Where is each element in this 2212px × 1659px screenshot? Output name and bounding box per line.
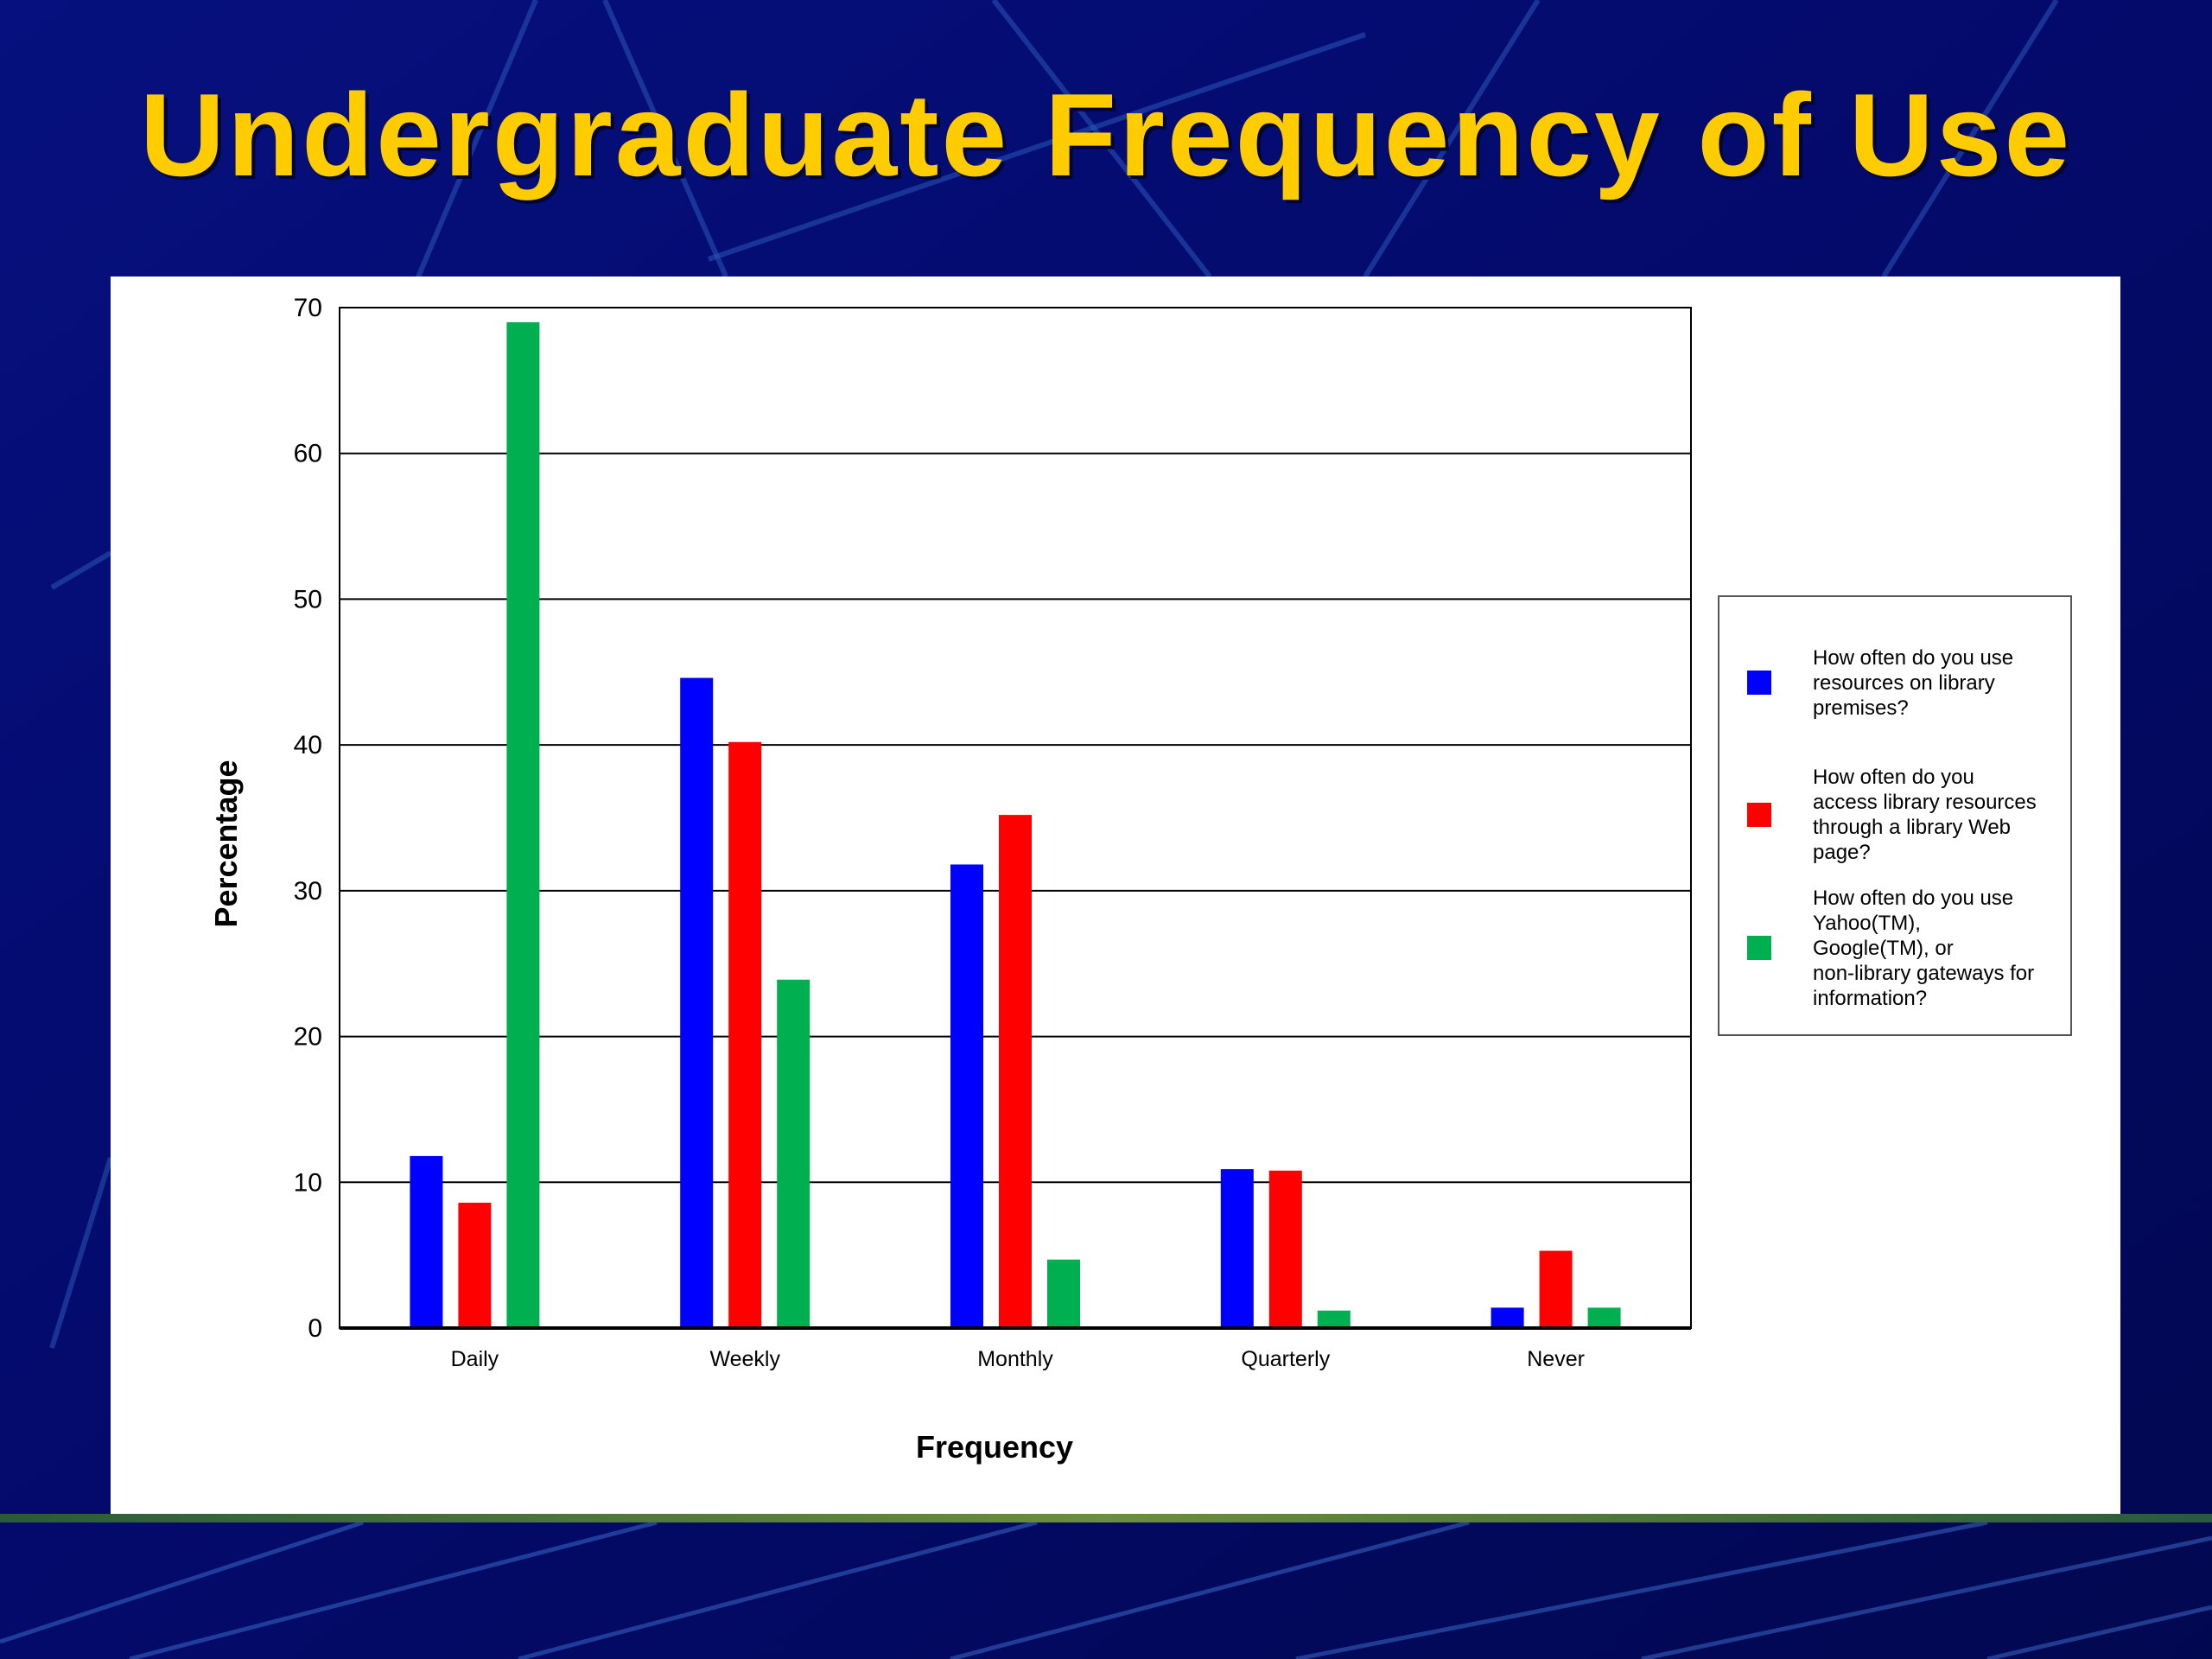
x-tick-label: Quarterly <box>1241 1347 1330 1371</box>
bar <box>1491 1307 1524 1328</box>
x-tick-label: Monthly <box>977 1347 1053 1371</box>
chart-legend: How often do you use resources on librar… <box>1718 595 2072 1036</box>
y-tick-label: 10 <box>294 1168 322 1197</box>
x-tick-label: Never <box>1527 1347 1585 1371</box>
x-axis-title: Frequency <box>916 1429 1073 1465</box>
y-tick-label: 40 <box>294 731 322 760</box>
y-tick-label: 70 <box>294 294 322 322</box>
y-tick-label: 20 <box>294 1023 322 1052</box>
bar <box>1047 1259 1080 1328</box>
y-tick-label: 60 <box>294 440 322 468</box>
bar <box>728 741 762 1328</box>
y-axis-title: Percentage <box>208 760 244 927</box>
bar <box>1539 1250 1573 1328</box>
bar <box>1587 1307 1621 1328</box>
bar-chart: 0 10 20 30 40 50 60 70 Daily Weekly Monthly Quarter… <box>208 294 1692 1465</box>
bar <box>680 677 714 1328</box>
legend-swatch-red <box>1747 803 1771 827</box>
bar <box>1268 1170 1302 1328</box>
y-tick-label: 30 <box>294 877 322 906</box>
chart-panel: 0 10 20 30 40 50 60 70 Daily Weekly Monthly Quarter… <box>111 276 2120 1514</box>
bar <box>777 979 810 1328</box>
bar <box>458 1202 492 1328</box>
y-tick-label: 50 <box>294 585 322 613</box>
legend-swatch-blue <box>1747 671 1771 695</box>
x-tick-label: Daily <box>451 1347 499 1371</box>
x-tick-label: Weekly <box>709 1347 780 1371</box>
bar <box>950 864 983 1328</box>
legend-label: How often do you access library resource… <box>1813 766 2037 864</box>
bar <box>1317 1310 1351 1328</box>
bar <box>506 321 540 1328</box>
bar <box>1220 1169 1254 1328</box>
legend-label: How often do you use Yahoo(TM), Google(T… <box>1813 887 2035 1010</box>
legend-swatch-green <box>1747 936 1771 960</box>
slide-title: Undergraduate Frequency of Use <box>139 69 2073 200</box>
bar <box>999 815 1032 1328</box>
y-tick-label: 0 <box>308 1314 322 1343</box>
footer-band <box>0 1514 2212 1522</box>
bar <box>410 1155 443 1328</box>
legend-label: How often do you use resources on librar… <box>1813 646 2014 720</box>
